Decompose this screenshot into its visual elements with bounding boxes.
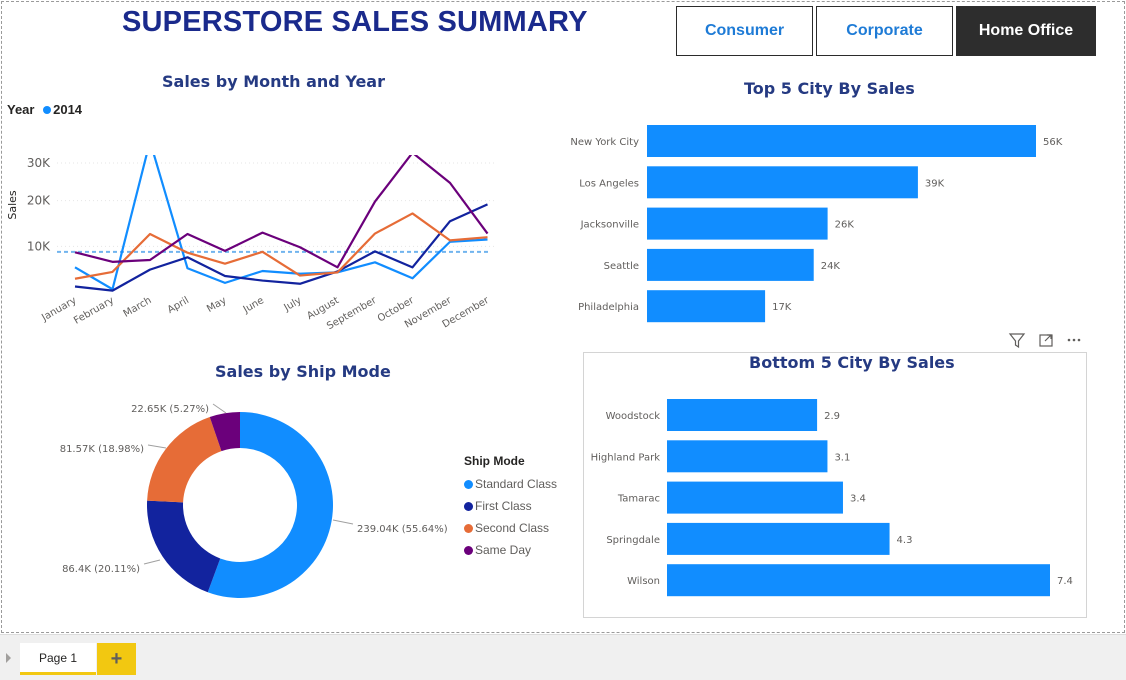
legend-dot-icon	[43, 106, 52, 114]
bar	[667, 564, 1050, 597]
donut-legend: Standard Class First Class Second Class Sam…	[464, 473, 557, 561]
bar-category-label: Springdale	[606, 535, 660, 546]
bar	[667, 399, 818, 431]
bar-category-label: Los Angeles	[579, 178, 639, 189]
bar	[647, 207, 828, 240]
donut-chart[interactable]: 239.04K (55.64%) 86.4K (20.11%) 81.57K (18…	[0, 390, 450, 615]
page-title: SUPERSTORE SALES SUMMARY	[122, 6, 588, 38]
y-axis-label: Sales	[6, 190, 19, 220]
legend-dot-icon	[464, 545, 473, 555]
add-page-button[interactable]: +	[97, 643, 136, 675]
donut-legend-label: Second Class	[475, 521, 550, 535]
bar-category-label: Jacksonville	[580, 220, 639, 231]
donut-slice-second-class	[147, 417, 222, 503]
donut-data-label: 81.57K (18.98%)	[60, 444, 144, 455]
series-line-standard-class	[74, 155, 488, 291]
filter-icon[interactable]	[1008, 333, 1026, 349]
donut-data-label: 239.04K (55.64%)	[357, 524, 448, 535]
series-line-first-class	[74, 203, 488, 292]
segment-consumer-button[interactable]: Consumer	[676, 6, 813, 56]
report-page	[1, 1, 1125, 633]
x-tick-label: February	[72, 295, 116, 327]
donut-data-label: 22.65K (5.27%)	[131, 404, 209, 415]
donut-leader-line	[212, 403, 227, 414]
y-tick-label: 30K	[27, 156, 51, 170]
donut-legend-item[interactable]: Same Day	[464, 539, 557, 561]
bar-category-label: Woodstock	[606, 411, 661, 422]
x-tick-label: March	[122, 295, 154, 320]
donut-leader-line	[332, 519, 354, 525]
bar-value-label: 2.9	[824, 411, 840, 422]
bottom-cities-frame	[583, 352, 1087, 618]
donut-leader-line	[143, 559, 161, 565]
legend-dot-icon	[464, 479, 473, 489]
x-tick-label: June	[241, 295, 266, 316]
line-legend: Year 2014	[7, 102, 82, 117]
top-cities-title: Top 5 City By Sales	[744, 79, 915, 98]
bar-value-label: 3.1	[834, 452, 850, 463]
bar-value-label: 26K	[835, 220, 855, 231]
bar	[647, 290, 766, 323]
donut-data-label: 86.4K (20.11%)	[62, 564, 140, 575]
bar-category-label: Wilson	[627, 576, 660, 587]
line-chart-title: Sales by Month and Year	[162, 72, 385, 91]
segment-home-office-button[interactable]: Home Office	[956, 6, 1096, 56]
bottom-cities-chart[interactable]: Woodstock 2.9 Highland Park 3.1 Tamarac 3.4 Sp…	[585, 390, 1085, 605]
bar	[667, 481, 843, 514]
donut-legend-item[interactable]: Second Class	[464, 517, 557, 539]
y-tick-label: 20K	[27, 194, 51, 208]
line-series-group	[74, 155, 489, 292]
donut-legend-label: Standard Class	[475, 477, 558, 491]
more-options-icon[interactable]	[1067, 338, 1081, 342]
donut-legend-title: Ship Mode	[464, 454, 525, 468]
x-tick-label: May	[205, 295, 228, 315]
donut-legend-item[interactable]: Standard Class	[464, 473, 557, 495]
line-legend-label: Year	[7, 102, 35, 117]
tab-page-1[interactable]: Page 1	[20, 643, 96, 675]
bar	[667, 522, 890, 555]
series-line-second-class	[74, 212, 488, 280]
y-tick-label: 10K	[27, 239, 51, 253]
donut-slice-same-day	[209, 412, 240, 452]
tab-scroll-left-icon[interactable]	[6, 653, 11, 663]
bar-value-label: 24K	[821, 261, 841, 272]
legend-dot-icon	[464, 501, 473, 511]
bar-category-label: Seattle	[604, 261, 639, 272]
bar-category-label: New York City	[570, 137, 639, 148]
bar	[647, 125, 1036, 157]
bar-category-label: Highland Park	[591, 452, 661, 463]
bar-value-label: 39K	[925, 178, 945, 189]
bottom-cities-title: Bottom 5 City By Sales	[749, 353, 955, 372]
page-tab-bar: Page 1 +	[0, 634, 1126, 680]
visual-header	[1008, 333, 1081, 349]
legend-dot-icon	[464, 523, 473, 533]
series-line-same-day	[74, 155, 489, 269]
bar-value-label: 4.3	[897, 535, 913, 546]
segment-corporate-button[interactable]: Corporate	[816, 6, 953, 56]
bar-category-label: Tamarac	[617, 494, 660, 505]
bar	[667, 440, 828, 473]
x-tick-label: July	[282, 295, 304, 314]
bar	[647, 166, 918, 199]
donut-legend-label: First Class	[475, 499, 532, 513]
donut-legend-label: Same Day	[475, 543, 532, 557]
donut-leader-line	[147, 444, 167, 449]
bar	[647, 248, 814, 281]
bar-category-label: Philadelphia	[578, 302, 639, 313]
donut-slice-standard-class	[207, 412, 333, 598]
donut-title: Sales by Ship Mode	[215, 362, 391, 381]
bar-value-label: 56K	[1043, 137, 1063, 148]
bar-value-label: 3.4	[850, 494, 866, 505]
donut-legend-item[interactable]: First Class	[464, 495, 557, 517]
line-legend-item[interactable]: 2014	[53, 102, 83, 117]
top-cities-chart[interactable]: New York City 56K Los Angeles 39K Jacksonvil…	[540, 115, 1100, 330]
donut-slice-first-class	[147, 500, 221, 593]
bar-value-label: 17K	[772, 302, 792, 313]
focus-mode-icon[interactable]	[1039, 334, 1053, 347]
x-tick-label: April	[166, 295, 191, 316]
bar-value-label: 7.4	[1057, 576, 1073, 587]
